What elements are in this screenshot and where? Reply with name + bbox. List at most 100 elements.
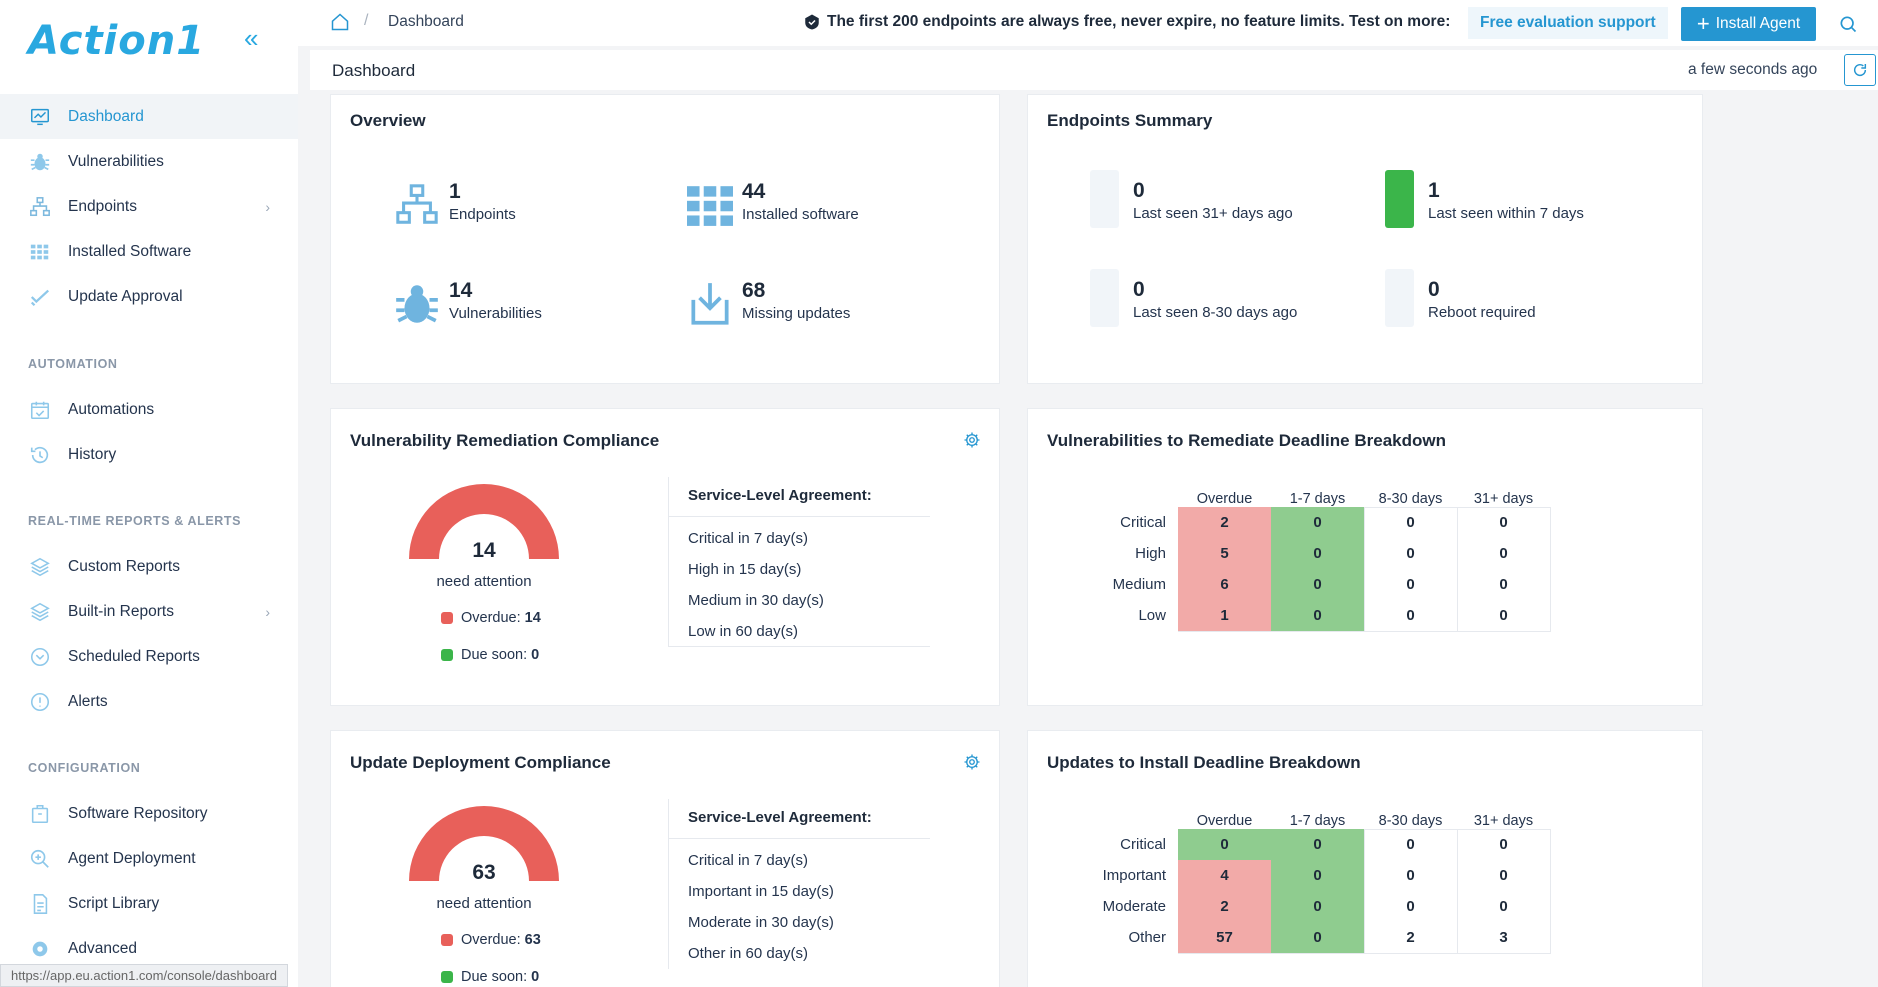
layers-icon: [28, 600, 52, 624]
row-label: Moderate: [1102, 898, 1166, 915]
grid-cell[interactable]: 0: [1499, 867, 1508, 884]
grid-cell[interactable]: 0: [1499, 514, 1508, 531]
status-indicator: [1090, 269, 1119, 327]
legend-label: Overdue:: [461, 610, 521, 626]
grid-cell[interactable]: 1: [1178, 600, 1271, 631]
sidebar-item-label: Vulnerabilities: [68, 152, 164, 170]
update-breakdown-title: Updates to Install Deadline Breakdown: [1047, 753, 1361, 772]
legend-due-soon: Due soon: 0: [441, 647, 539, 663]
collapse-sidebar-icon[interactable]: «: [244, 23, 259, 53]
grid-cell[interactable]: 0: [1406, 607, 1415, 624]
legend-value: 63: [524, 932, 541, 948]
stat-label: Missing updates: [742, 305, 851, 322]
stat-missing-updates[interactable]: 68 Missing updates: [684, 279, 850, 329]
grid-cell[interactable]: 0: [1499, 576, 1508, 593]
sidebar-item-custom-reports[interactable]: Custom Reports: [0, 544, 298, 589]
page-title: Dashboard: [332, 61, 416, 80]
overdue-swatch: [441, 612, 453, 624]
grid-cell[interactable]: 0: [1271, 860, 1364, 891]
network-icon: [391, 180, 443, 230]
grid-cell[interactable]: 0: [1271, 891, 1364, 922]
status-indicator: [1385, 170, 1414, 228]
grid-cell[interactable]: 0: [1499, 898, 1508, 915]
grid-cell[interactable]: 0: [1499, 607, 1508, 624]
sidebar-item-agent-deployment[interactable]: Agent Deployment: [0, 836, 298, 881]
grid-cell[interactable]: 0: [1499, 836, 1508, 853]
settings-gear-icon[interactable]: [963, 431, 981, 449]
sidebar-item-update-approval[interactable]: Update Approval: [0, 274, 298, 319]
grid-cell[interactable]: 0: [1271, 922, 1364, 953]
refresh-button[interactable]: [1844, 54, 1876, 86]
sidebar-item-dashboard[interactable]: Dashboard: [0, 94, 298, 139]
sidebar-item-endpoints[interactable]: Endpoints ›: [0, 184, 298, 229]
legend-label: Overdue:: [461, 932, 521, 948]
column-header: 1-7 days: [1289, 813, 1346, 829]
grid-cell[interactable]: 0: [1271, 600, 1364, 631]
settings-gear-icon[interactable]: [963, 753, 981, 771]
stat-last-seen-31-plus[interactable]: 0 Last seen 31+ days ago: [1090, 170, 1293, 228]
grid-cell[interactable]: 2: [1406, 929, 1415, 946]
sla-title: Service-Level Agreement:: [669, 477, 930, 517]
overview-title: Overview: [350, 111, 426, 130]
sidebar-item-label: Agent Deployment: [68, 849, 196, 867]
sidebar-item-script-library[interactable]: Script Library: [0, 881, 298, 926]
grid-cell[interactable]: 0: [1271, 569, 1364, 600]
sidebar-item-installed-software[interactable]: Installed Software: [0, 229, 298, 274]
sidebar-item-automations[interactable]: Automations: [0, 387, 298, 432]
sidebar-item-label: Dashboard: [68, 107, 144, 125]
grid-cell[interactable]: 0: [1406, 867, 1415, 884]
legend-overdue: Overdue: 14: [441, 610, 541, 626]
due-soon-swatch: [441, 971, 453, 983]
gear-icon: [28, 937, 52, 961]
sla-row: Other in 60 day(s): [688, 945, 809, 962]
stat-reboot-required[interactable]: 0 Reboot required: [1385, 269, 1536, 327]
sidebar-item-label: Advanced: [68, 939, 137, 957]
breadcrumb-separator: /: [364, 12, 369, 29]
bug-icon: [28, 150, 52, 174]
grid-cell[interactable]: 0: [1271, 829, 1364, 860]
stat-value: 68: [742, 279, 766, 302]
sidebar-item-vulnerabilities[interactable]: Vulnerabilities: [0, 139, 298, 184]
sidebar-item-advanced[interactable]: Advanced: [0, 926, 298, 971]
grid-cell[interactable]: 0: [1271, 538, 1364, 569]
grid-cell[interactable]: 2: [1178, 507, 1271, 538]
grid-cell[interactable]: 0: [1178, 829, 1271, 860]
grid-cell[interactable]: 0: [1406, 898, 1415, 915]
sidebar-item-alerts[interactable]: Alerts: [0, 679, 298, 724]
dashboard-icon: [28, 105, 52, 129]
grid-cell[interactable]: 0: [1406, 576, 1415, 593]
stat-installed-software[interactable]: 44 Installed software: [684, 180, 859, 230]
stat-last-seen-8-30[interactable]: 0 Last seen 8-30 days ago: [1090, 269, 1297, 327]
search-icon[interactable]: [1838, 14, 1858, 34]
sidebar-item-software-repository[interactable]: Software Repository: [0, 791, 298, 836]
grid-cell[interactable]: 0: [1499, 545, 1508, 562]
grid-cell[interactable]: 2: [1178, 891, 1271, 922]
grid-cell[interactable]: 3: [1499, 929, 1508, 946]
script-icon: [28, 892, 52, 916]
vulnerability-breakdown-title: Vulnerabilities to Remediate Deadline Br…: [1047, 431, 1446, 450]
status-indicator: [1385, 269, 1414, 327]
due-soon-swatch: [441, 649, 453, 661]
install-agent-button[interactable]: + Install Agent: [1681, 7, 1816, 41]
stat-vulnerabilities[interactable]: 14 Vulnerabilities: [391, 279, 542, 329]
stat-endpoints[interactable]: 1 Endpoints: [391, 180, 516, 230]
legend-value: 14: [524, 610, 541, 626]
grid-cell[interactable]: 6: [1178, 569, 1271, 600]
column-header: 31+ days: [1473, 491, 1534, 507]
free-evaluation-support-button[interactable]: Free evaluation support: [1468, 7, 1668, 39]
grid-cell[interactable]: 0: [1406, 836, 1415, 853]
grid-cell[interactable]: 0: [1406, 514, 1415, 531]
sidebar-item-built-in-reports[interactable]: Built-in Reports ›: [0, 589, 298, 634]
action1-logo[interactable]: Action1: [28, 18, 206, 64]
sidebar-item-scheduled-reports[interactable]: Scheduled Reports: [0, 634, 298, 679]
home-icon[interactable]: [330, 12, 350, 32]
promo-text: The first 200 endpoints are always free,…: [827, 13, 1451, 30]
grid-cell[interactable]: 0: [1271, 507, 1364, 538]
grid-cell[interactable]: 4: [1178, 860, 1271, 891]
sidebar-item-history[interactable]: History: [0, 432, 298, 477]
grid-cell[interactable]: 57: [1178, 922, 1271, 953]
grid-cell[interactable]: 5: [1178, 538, 1271, 569]
grid-cell[interactable]: 0: [1406, 545, 1415, 562]
stat-last-seen-7-days[interactable]: 1 Last seen within 7 days: [1385, 170, 1584, 228]
refresh-icon: [1853, 63, 1867, 77]
